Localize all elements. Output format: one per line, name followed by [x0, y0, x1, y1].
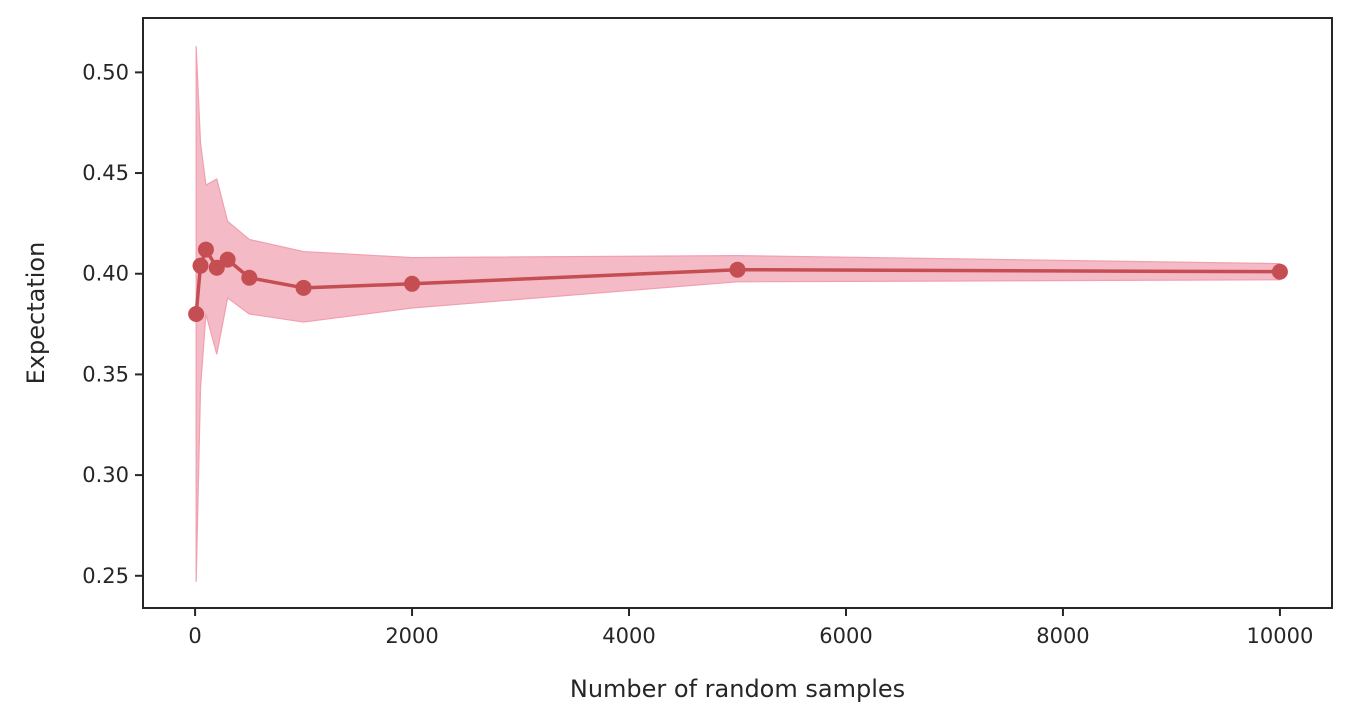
confidence-band-layer [195, 46, 1281, 582]
y-tick-label: 0.30 [82, 463, 129, 487]
y-axis-ticks: 0.25 0.30 0.35 0.40 0.45 0.50 [82, 60, 143, 588]
data-points [188, 241, 1288, 323]
data-point [188, 306, 205, 323]
x-tick-label: 10000 [1247, 624, 1314, 648]
data-point [404, 275, 421, 292]
series-line-layer [194, 247, 1280, 315]
y-tick-label: 0.50 [82, 60, 129, 84]
x-tick-label: 4000 [602, 624, 655, 648]
y-tick-label: 0.25 [82, 564, 129, 588]
plot-frame [142, 17, 1333, 609]
data-point [729, 261, 746, 278]
x-tick-label: 2000 [385, 624, 438, 648]
y-tick-label: 0.40 [82, 262, 129, 286]
x-tick-label: 8000 [1036, 624, 1089, 648]
confidence-band [195, 46, 1281, 582]
data-point [219, 251, 236, 268]
x-axis-ticks: 0 2000 4000 6000 8000 10000 [188, 608, 1313, 648]
x-axis-label: Number of random samples [570, 675, 905, 703]
data-point [1271, 263, 1288, 280]
data-point [192, 257, 209, 274]
data-point [295, 279, 312, 296]
series-line [194, 247, 1280, 315]
data-point [197, 241, 214, 258]
x-tick-label: 6000 [819, 624, 872, 648]
y-tick-label: 0.45 [82, 161, 129, 185]
y-tick-label: 0.35 [82, 362, 129, 386]
y-axis-label: Expectation [22, 242, 50, 385]
data-point [241, 269, 258, 286]
x-tick-label: 0 [188, 624, 201, 648]
